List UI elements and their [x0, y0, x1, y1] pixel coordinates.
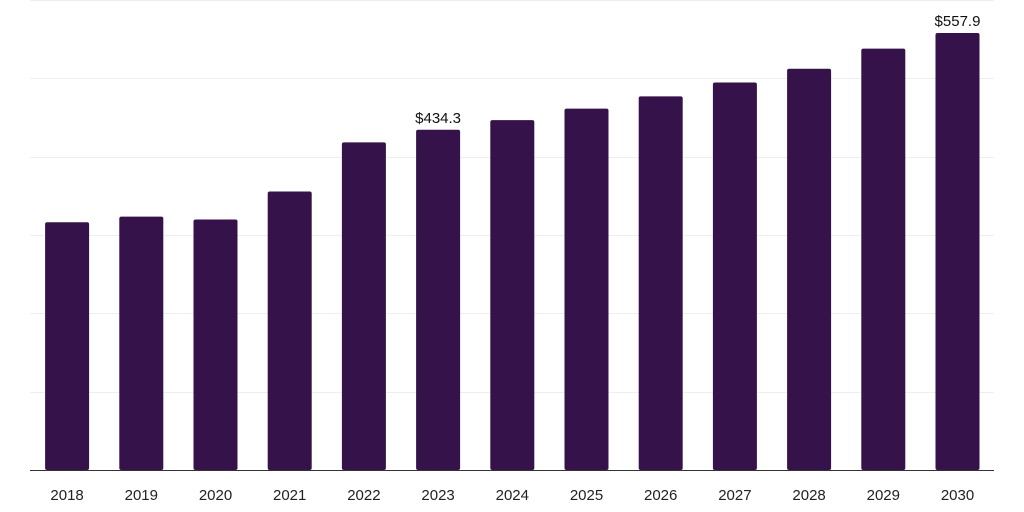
bar-2029 [861, 48, 906, 471]
bar-2021 [267, 191, 312, 471]
bar-2025 [564, 108, 609, 471]
x-tick-label-2025: 2025 [570, 487, 603, 504]
bar-2023 [416, 129, 461, 470]
x-tick-label-2022: 2022 [347, 487, 380, 504]
bar-2018 [45, 222, 90, 470]
x-tick-label-2018: 2018 [50, 487, 83, 504]
x-axis-ticks: 2018 2019 2020 2021 2022 2023 2024 2025 2026 2027… [50, 487, 974, 504]
bar-2024 [490, 120, 535, 471]
bar-2022 [341, 142, 386, 470]
x-tick-label-2030: 2030 [941, 487, 974, 504]
x-tick-label-2027: 2027 [718, 487, 751, 504]
bar-2027 [712, 82, 757, 471]
x-tick-label-2029: 2029 [867, 487, 900, 504]
x-tick-label-2020: 2020 [199, 487, 232, 504]
x-tick-label-2024: 2024 [496, 487, 529, 504]
x-tick-label-2021: 2021 [273, 487, 306, 504]
data-labels: $434.3 $557.9 [415, 13, 980, 127]
x-tick-label-2019: 2019 [125, 487, 158, 504]
bar-2026 [638, 96, 683, 470]
x-tick-label-2023: 2023 [421, 487, 454, 504]
bar-2020 [193, 219, 238, 470]
x-tick-label-2026: 2026 [644, 487, 677, 504]
bar-2019 [119, 216, 164, 470]
bar-2030 [935, 32, 980, 470]
data-label-2023: $434.3 [415, 110, 461, 127]
x-tick-label-2028: 2028 [792, 487, 825, 504]
data-label-2030: $557.9 [935, 13, 981, 30]
bars [45, 32, 980, 471]
bar-2028 [787, 68, 832, 470]
